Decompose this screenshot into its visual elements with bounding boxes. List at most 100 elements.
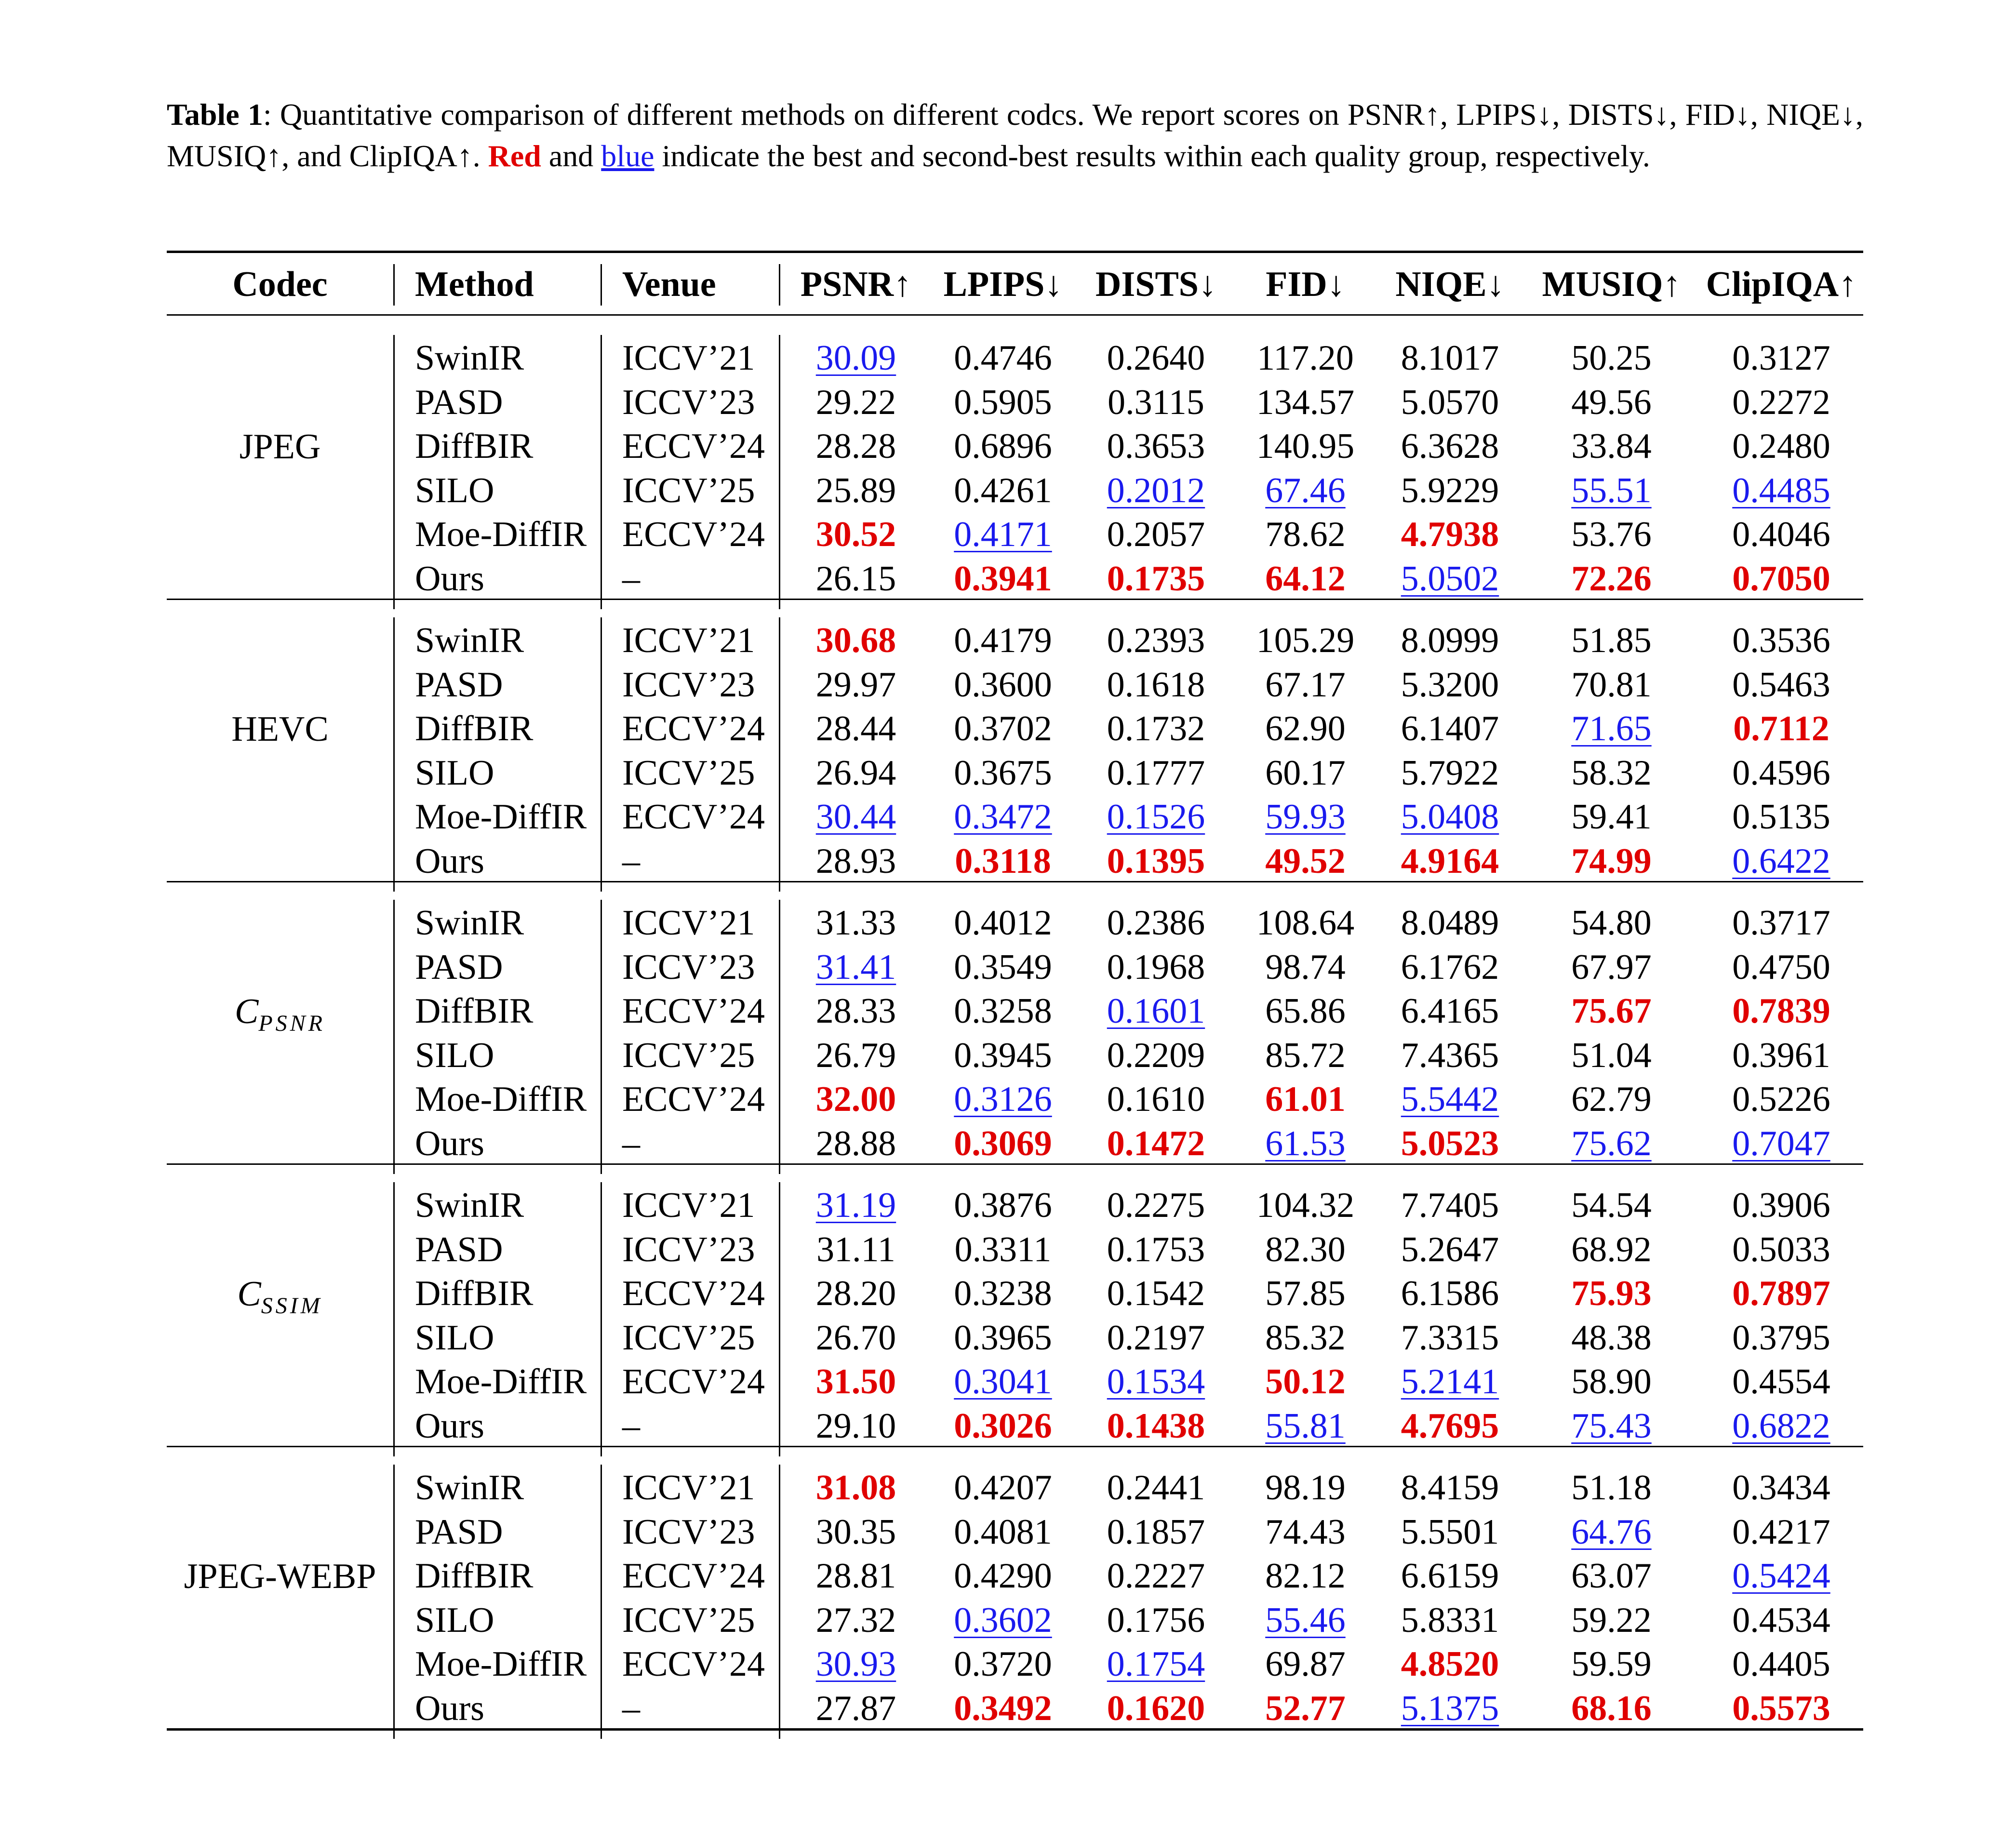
metric-value: 0.3238 [954,1274,1052,1313]
venue: ICCV’23 [622,947,755,987]
method-name: SwinIR [415,1468,524,1507]
venue: ECCV’24 [622,1362,765,1401]
header-fid: FID↓ [1266,265,1345,304]
metric-value: 0.3653 [1107,427,1205,466]
metric-value: 0.6822 [1732,1406,1830,1446]
metric-value: 75.43 [1571,1406,1652,1446]
metric-value: 6.1586 [1401,1274,1499,1313]
metric-value: 26.79 [815,1035,896,1075]
metric-value: 29.10 [815,1406,896,1446]
method-name: SILO [415,1318,494,1358]
venue: ECCV’24 [622,1556,765,1596]
method-name: SwinIR [415,621,524,660]
metric-value: 5.2647 [1401,1229,1499,1269]
venue: ICCV’23 [622,1512,755,1552]
metric-value: 4.7938 [1401,515,1499,554]
metric-value: 0.1618 [1107,665,1205,705]
metric-value: 62.90 [1265,709,1346,748]
header-separator [393,264,395,306]
metric-value: 0.3492 [954,1688,1052,1728]
metric-value: 25.89 [815,470,896,510]
venue: – [622,1123,640,1163]
method-name: SILO [415,1035,494,1075]
metric-value: 98.19 [1265,1468,1346,1507]
metric-value: 0.4179 [954,621,1052,660]
method-name: SwinIR [415,338,524,378]
metric-value: 0.3026 [954,1406,1052,1446]
metric-value: 0.5033 [1732,1229,1830,1269]
venue: ECCV’24 [622,515,765,554]
method-name: SwinIR [415,1186,524,1225]
metric-value: 0.1438 [1107,1406,1205,1446]
header-psnr: PSNR↑ [800,265,912,304]
codec-subscript: SSIM [261,1293,323,1319]
metric-value: 0.2272 [1732,382,1830,422]
method-name: Ours [415,1406,484,1446]
metric-value: 0.1968 [1107,947,1205,987]
metric-value: 78.62 [1265,515,1346,554]
venue: ICCV’25 [622,1318,755,1358]
header-codec: Codec [232,265,328,304]
metric-value: 67.17 [1265,665,1346,705]
method-name: Ours [415,841,484,881]
metric-value: 0.3941 [954,559,1052,599]
metric-value: 5.0408 [1401,797,1499,837]
venue: ICCV’25 [622,753,755,793]
metric-value: 29.22 [815,382,896,422]
metric-value: 7.7405 [1401,1186,1499,1225]
metric-value: 0.3675 [954,753,1052,793]
metric-value: 5.5442 [1401,1080,1499,1119]
method-name: Moe-DiffIR [415,1080,587,1119]
metric-value: 0.1754 [1107,1644,1205,1684]
metric-value: 6.3628 [1401,427,1499,466]
method-name: Moe-DiffIR [415,1644,587,1684]
metric-value: 8.4159 [1401,1468,1499,1507]
venue: ICCV’21 [622,621,755,660]
method-name: PASD [415,947,503,987]
table-top-rule [167,251,1863,253]
metric-value: 8.1017 [1401,338,1499,378]
caption-red-word: Red [488,139,541,173]
metric-value: 4.8520 [1401,1644,1499,1684]
venue: ECCV’24 [622,1274,765,1313]
metric-value: 4.9164 [1401,841,1499,881]
codec-label: JPEG-WEBP [184,1556,376,1596]
venue: ICCV’25 [622,1600,755,1640]
group-separator [601,1182,602,1456]
method-name: Ours [415,1688,484,1728]
metric-value: 5.3200 [1401,665,1499,705]
metric-value: 0.1777 [1107,753,1205,793]
metric-value: 0.5573 [1732,1688,1830,1728]
method-name: PASD [415,1512,503,1552]
metric-value: 55.81 [1265,1406,1346,1446]
metric-value: 5.8331 [1401,1600,1499,1640]
metric-value: 71.65 [1571,709,1652,748]
metric-value: 0.3602 [954,1600,1052,1640]
metric-value: 54.54 [1571,1186,1652,1225]
group-separator [393,1465,395,1739]
method-name: DiffBIR [415,427,534,466]
metric-value: 6.6159 [1401,1556,1499,1596]
metric-value: 0.3795 [1732,1318,1830,1358]
metric-value: 0.5226 [1732,1080,1830,1119]
metric-value: 0.3434 [1732,1468,1830,1507]
metric-value: 0.7112 [1733,709,1829,748]
metric-value: 0.2386 [1107,903,1205,943]
metric-value: 59.59 [1571,1644,1652,1684]
metric-value: 108.64 [1256,903,1355,943]
metric-value: 49.52 [1265,841,1346,881]
metric-value: 0.6896 [954,427,1052,466]
metric-value: 75.93 [1571,1274,1652,1313]
metric-value: 70.81 [1571,665,1652,705]
metric-value: 28.93 [815,841,896,881]
metric-value: 55.46 [1265,1600,1346,1640]
method-name: SILO [415,753,494,793]
method-name: DiffBIR [415,709,534,748]
metric-value: 30.93 [815,1644,896,1684]
group-separator [393,617,395,892]
codec-label: CSSIM [167,1272,393,1328]
metric-value: 0.7047 [1732,1123,1830,1163]
metric-value: 5.7922 [1401,753,1499,793]
metric-value: 0.3876 [954,1186,1052,1225]
metric-value: 75.62 [1571,1123,1652,1163]
